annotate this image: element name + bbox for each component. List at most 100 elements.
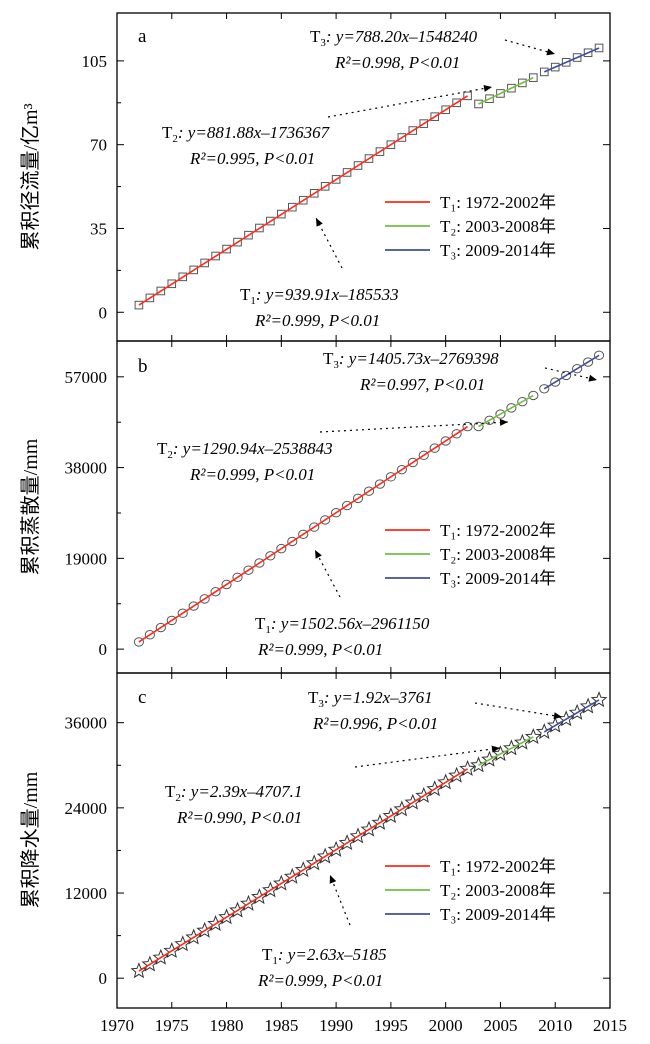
fit-line-t2 <box>478 76 534 105</box>
fit-line-t3 <box>543 47 600 73</box>
equation-t3: T3: y=1405.73x–2769398 <box>323 349 499 371</box>
y-tick-label: 38000 <box>65 459 108 478</box>
equation-formula: : y=1502.56x–2961150 <box>271 614 430 633</box>
fit-line-t1 <box>138 95 469 306</box>
panel-label: c <box>138 687 146 708</box>
equation-t1: T1: y=2.63x–5185 <box>262 945 387 967</box>
y-tick-label: 0 <box>99 969 108 988</box>
annotation-leader <box>315 217 343 269</box>
annotation-arrowhead <box>499 418 508 426</box>
data-point-square <box>539 67 549 77</box>
equation-name: T <box>262 945 273 964</box>
data-point-star <box>590 691 608 708</box>
panel-label: a <box>138 26 147 47</box>
y-tick-label: 57000 <box>65 368 108 387</box>
equation-formula: : y=1.92x–3761 <box>324 688 433 707</box>
legend-label: T₃: 2009-2014年 <box>440 241 556 260</box>
annotation-leader <box>474 702 563 718</box>
panel-label: b <box>138 356 148 377</box>
equation-subscript: 2 <box>172 133 178 145</box>
y-axis-label: 累积蒸散量/mm <box>19 438 42 575</box>
x-tick-label: 2000 <box>429 1016 463 1035</box>
x-tick-label: 2010 <box>538 1016 572 1035</box>
equation-t2: T2: y=881.88x–1736367 <box>162 123 331 145</box>
equation-stats: R²=0.999, P<0.01 <box>257 640 383 659</box>
equation-name: T <box>310 27 321 46</box>
data-point-star <box>459 759 476 776</box>
equation-subscript: 3 <box>320 37 326 49</box>
y-axis-label: 累积径流量/亿m³ <box>19 103 42 250</box>
legend-label: T₃: 2009-2014年 <box>440 569 556 588</box>
equation-subscript: 3 <box>333 359 339 371</box>
equation-stats: R²=0.997, P<0.01 <box>359 375 485 394</box>
fit-line-t3 <box>543 354 600 390</box>
x-tick-label: 1980 <box>210 1016 244 1035</box>
equation-formula: : y=1405.73x–2769398 <box>339 349 499 368</box>
equation-formula: : y=2.39x–4707.1 <box>181 782 302 801</box>
equation-t1: T1: y=939.91x–185533 <box>240 285 399 307</box>
fit-line-t1 <box>138 768 468 972</box>
legend-label: T₃: 2009-2014年 <box>440 905 556 924</box>
annotation-arrowhead <box>315 550 322 559</box>
x-tick-label: 1990 <box>319 1016 353 1035</box>
annotation-arrowhead <box>483 84 492 92</box>
annotation-arrowhead <box>329 875 337 884</box>
y-tick-label: 12000 <box>65 884 108 903</box>
annotation-leader <box>327 86 493 118</box>
equation-t2: T2: y=1290.94x–2538843 <box>157 439 333 461</box>
legend-label: T₁: 1972-2002年 <box>440 857 556 876</box>
equation-stats: R²=0.998, P<0.01 <box>334 53 460 72</box>
y-tick-label: 35 <box>90 219 107 238</box>
equation-stats: R²=0.999, P<0.01 <box>254 311 380 330</box>
equation-t1: T1: y=1502.56x–2961150 <box>255 614 430 636</box>
equation-formula: : y=939.91x–185533 <box>256 285 399 304</box>
equation-t3: T3: y=788.20x–1548240 <box>310 27 478 49</box>
fit-line-t2 <box>478 394 534 428</box>
annotation-leader <box>504 39 556 55</box>
y-tick-label: 0 <box>99 303 108 322</box>
equation-name: T <box>165 782 176 801</box>
y-tick-label: 70 <box>90 136 107 155</box>
legend-label: T₁: 1972-2002年 <box>440 521 556 540</box>
y-tick-label: 36000 <box>65 714 108 733</box>
annotation-arrowhead <box>546 48 555 56</box>
equation-subscript: 1 <box>272 955 278 967</box>
legend-label: T₁: 1972-2002年 <box>440 193 556 212</box>
equation-stats: R²=0.999, P<0.01 <box>189 465 315 484</box>
equation-subscript: 3 <box>318 698 324 710</box>
y-tick-label: 19000 <box>65 549 108 568</box>
equation-subscript: 2 <box>175 792 181 804</box>
equation-name: T <box>240 285 251 304</box>
data-point-square <box>594 43 604 53</box>
annotation-arrowhead <box>588 374 597 382</box>
data-point-star <box>524 728 542 745</box>
x-tick-label: 2005 <box>483 1016 517 1035</box>
annotation-leader <box>354 747 501 768</box>
x-tick-label: 1970 <box>100 1016 134 1035</box>
equation-formula: : y=1290.94x–2538843 <box>173 439 333 458</box>
equation-name: T <box>255 614 266 633</box>
equation-subscript: 1 <box>250 295 256 307</box>
y-tick-label: 105 <box>82 52 108 71</box>
equation-formula: : y=2.63x–5185 <box>278 945 387 964</box>
equation-t2: T2: y=2.39x–4707.1 <box>165 782 302 804</box>
equation-t3: T3: y=1.92x–3761 <box>308 688 433 710</box>
legend-label: T₂: 2003-2008年 <box>440 881 556 900</box>
equation-stats: R²=0.990, P<0.01 <box>176 808 302 827</box>
equation-subscript: 2 <box>167 449 173 461</box>
equation-name: T <box>323 349 334 368</box>
fit-line-t1 <box>138 425 469 643</box>
annotation-leader <box>329 874 351 926</box>
equation-formula: : y=788.20x–1548240 <box>326 27 478 46</box>
x-tick-label: 2015 <box>593 1016 627 1035</box>
legend-label: T₂: 2003-2008年 <box>440 545 556 564</box>
data-point-circle <box>528 390 539 401</box>
equation-subscript: 1 <box>265 624 271 636</box>
equation-name: T <box>308 688 319 707</box>
x-tick-label: 1985 <box>264 1016 298 1035</box>
y-tick-label: 0 <box>99 640 108 659</box>
